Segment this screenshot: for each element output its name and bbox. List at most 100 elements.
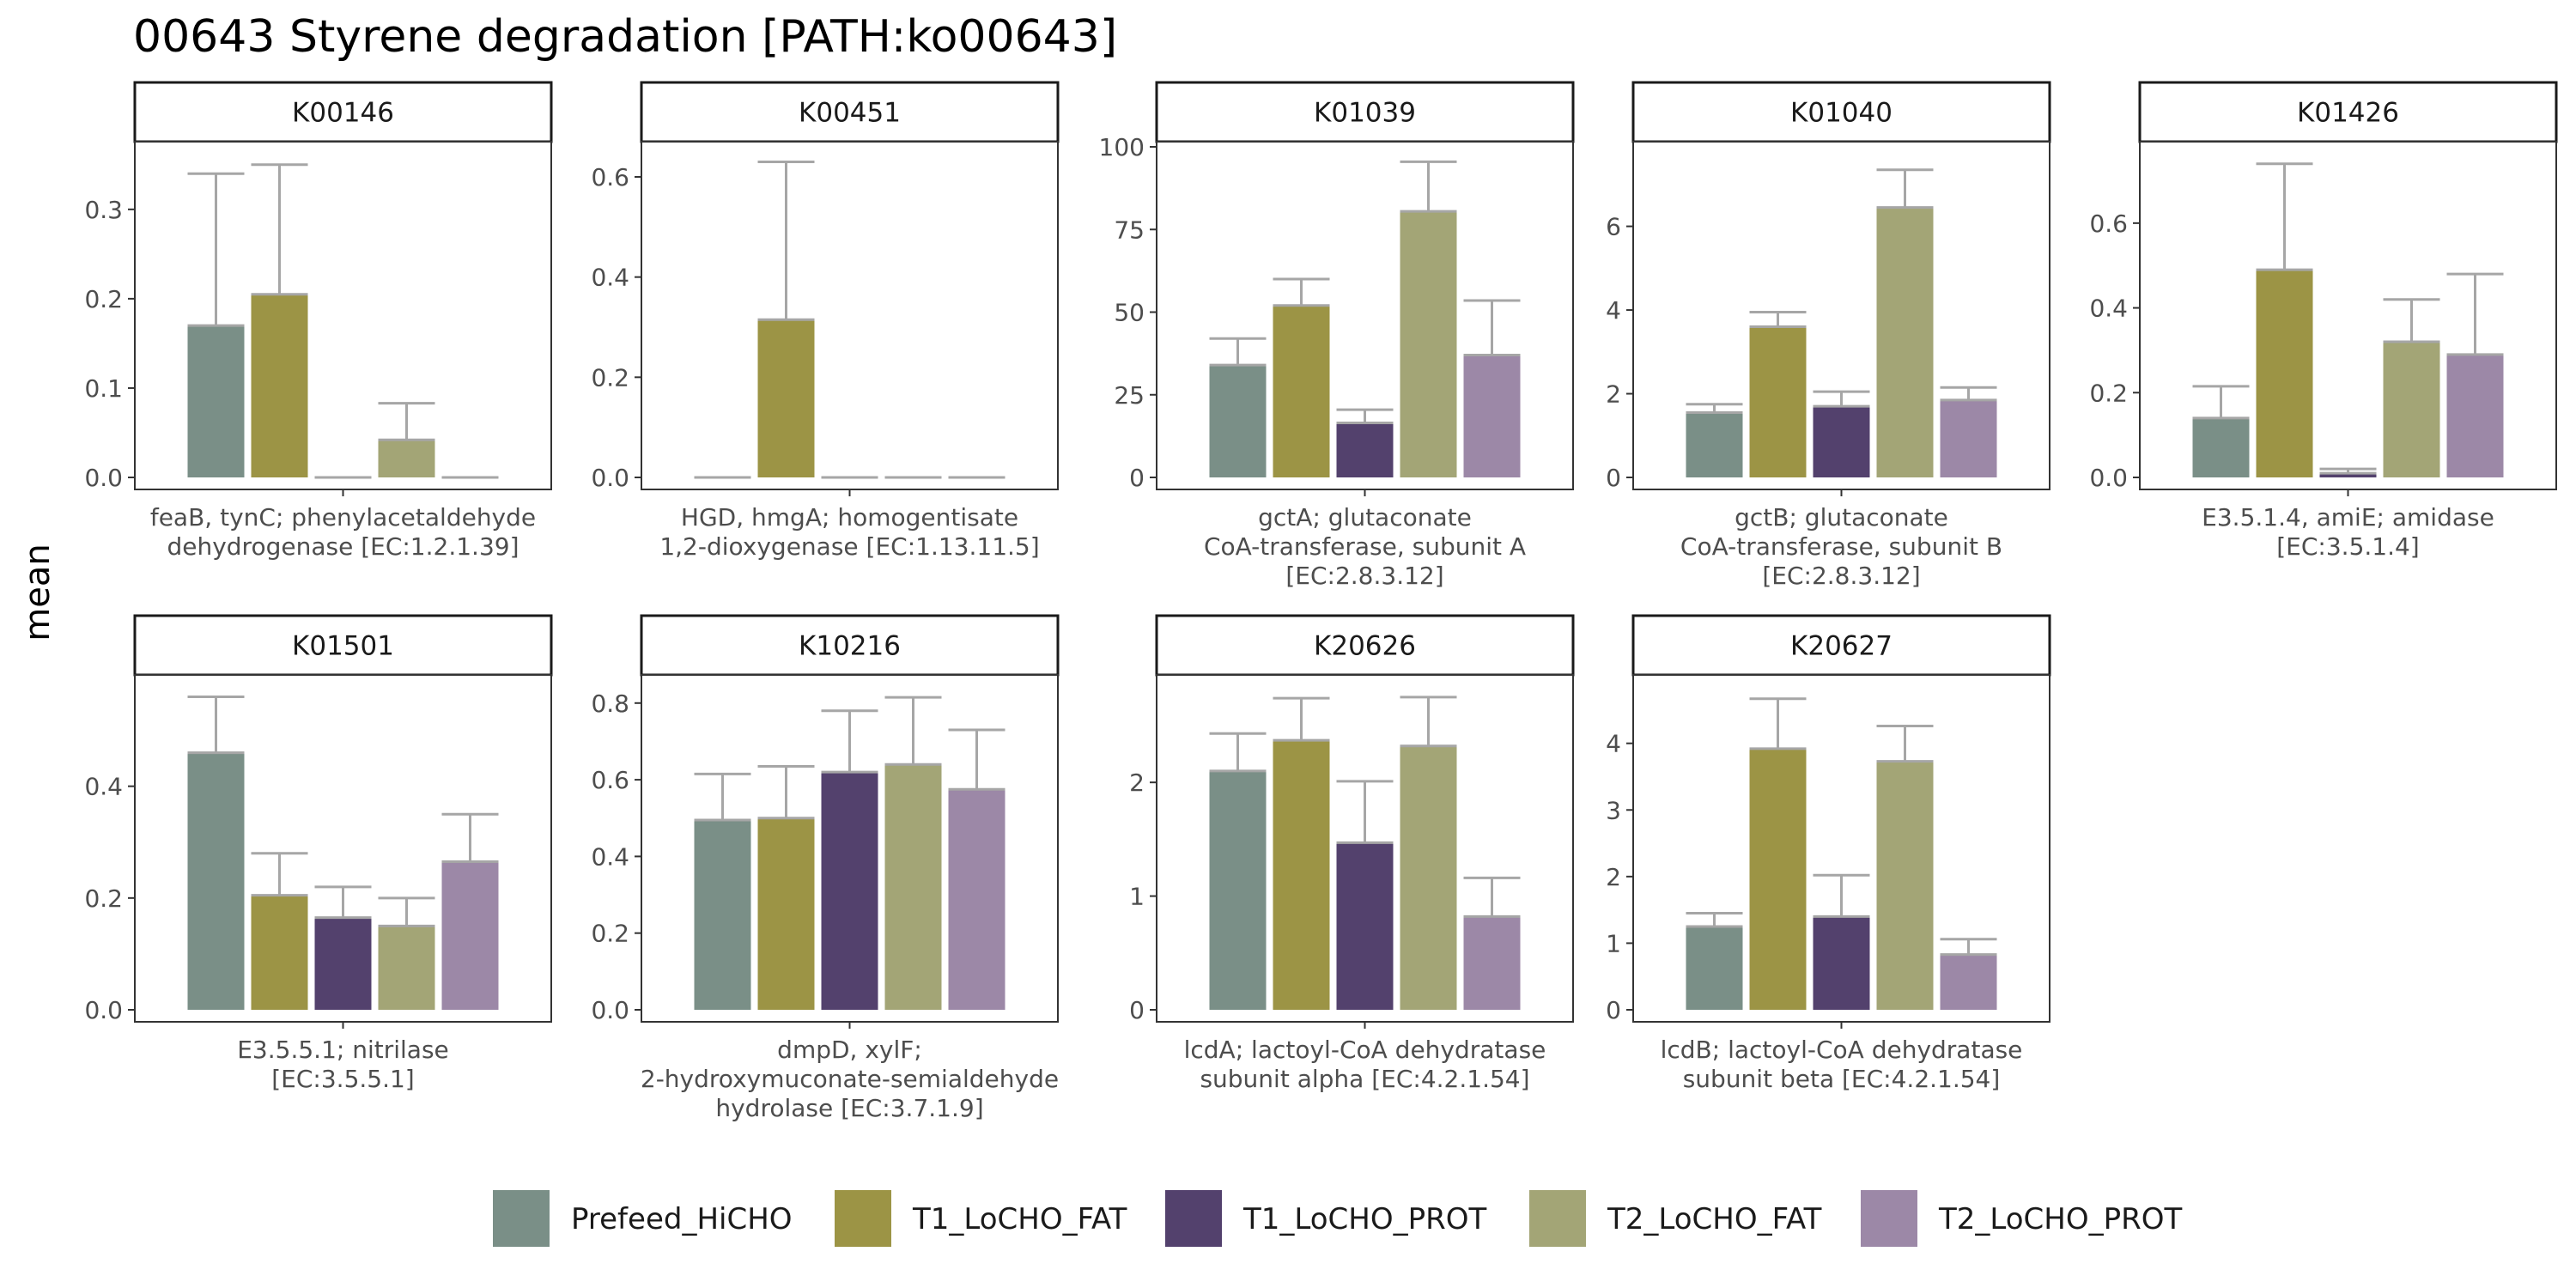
bar-prefeed-hicho bbox=[694, 819, 751, 1010]
y-tick-label: 0 bbox=[1606, 464, 1621, 492]
y-tick-label: 0.2 bbox=[591, 363, 629, 392]
bar-t2-locho-fat bbox=[1876, 207, 1934, 477]
y-tick-label: 2 bbox=[1606, 380, 1621, 409]
y-tick-label: 0.3 bbox=[84, 196, 123, 224]
y-tick-label: 0.6 bbox=[591, 163, 629, 191]
panel-strip bbox=[2138, 81, 2558, 143]
panel-frame bbox=[641, 141, 1059, 490]
x-axis-label: CoA-transferase, subunit A bbox=[1204, 532, 1526, 561]
bar-t2-locho-fat bbox=[1876, 761, 1934, 1010]
panel-strip bbox=[133, 81, 553, 143]
panel-strip-label: K10216 bbox=[799, 631, 901, 662]
x-axis-label: CoA-transferase, subunit B bbox=[1680, 532, 2002, 561]
panel-k00146: K00146 0.0 0.1 0.2 0.3 feaB, tynC; phenylacet… bbox=[84, 81, 553, 561]
y-tick-label: 4 bbox=[1606, 296, 1621, 325]
bar-t1-locho-fat bbox=[1273, 305, 1330, 477]
y-tick-label: 0.0 bbox=[591, 464, 629, 492]
panels-layer: K00146 0.0 0.1 0.2 0.3 feaB, tynC; phenylacet… bbox=[84, 81, 2558, 1122]
bar-t1-locho-fat bbox=[251, 294, 308, 477]
y-tick-label: 0.4 bbox=[591, 264, 629, 292]
bar-prefeed-hicho bbox=[1686, 927, 1743, 1010]
x-axis-label: hydrolase [EC:3.7.1.9] bbox=[715, 1094, 983, 1122]
bar-t2-locho-prot bbox=[2446, 354, 2504, 477]
y-tick-label: 4 bbox=[1606, 730, 1621, 758]
bar-t2-locho-fat bbox=[378, 440, 435, 477]
bar-t1-locho-prot bbox=[821, 772, 878, 1010]
legend-swatch bbox=[835, 1190, 891, 1247]
y-tick-label: 0.0 bbox=[84, 996, 123, 1024]
x-axis-label: E3.5.1.4, amiE; amidase bbox=[2202, 503, 2494, 532]
panel-strip bbox=[640, 614, 1060, 677]
bar-prefeed-hicho bbox=[1209, 365, 1267, 477]
x-axis-label: 1,2-dioxygenase [EC:1.13.11.5] bbox=[659, 532, 1039, 561]
x-axis-label: subunit alpha [EC:4.2.1.54] bbox=[1200, 1065, 1529, 1093]
y-tick-label: 2 bbox=[1129, 769, 1145, 797]
bar-t1-locho-prot bbox=[314, 917, 372, 1010]
bar-t2-locho-fat bbox=[378, 926, 435, 1010]
bar-t1-locho-fat bbox=[251, 895, 308, 1010]
bar-prefeed-hicho bbox=[1209, 770, 1267, 1010]
x-axis-label: feaB, tynC; phenylacetaldehyde bbox=[150, 503, 536, 532]
bar-t2-locho-fat bbox=[884, 764, 942, 1010]
panel-strip bbox=[1631, 81, 2051, 143]
x-axis-label: subunit beta [EC:4.2.1.54] bbox=[1683, 1065, 2001, 1093]
panel-k20627: K20627 0 1 2 3 4 lcdB; lactoyl-CoA dehydratase… bbox=[1606, 614, 2051, 1093]
panel-strip-label: K20626 bbox=[1314, 631, 1416, 662]
legend-swatch bbox=[493, 1190, 550, 1247]
panel-k20626: K20626 0 1 2 lcdA; lactoyl-CoA dehydratasesu… bbox=[1129, 614, 1575, 1093]
bar-t1-locho-prot bbox=[1813, 406, 1870, 477]
x-axis-label: [EC:2.8.3.12] bbox=[1285, 562, 1443, 590]
y-tick-label: 0.2 bbox=[84, 285, 123, 313]
bar-t2-locho-prot bbox=[1940, 399, 1997, 477]
x-axis-label: [EC:3.5.1.4] bbox=[2276, 532, 2419, 561]
x-axis-label: gctB; glutaconate bbox=[1735, 503, 1948, 532]
bar-t1-locho-fat bbox=[1749, 748, 1807, 1010]
panel-k01426: K01426 0.0 0.2 0.4 0.6 E3.5.1.4, amiE; amidas… bbox=[2089, 81, 2558, 561]
bar-t1-locho-prot bbox=[2319, 473, 2377, 477]
legend-swatch bbox=[1861, 1190, 1917, 1247]
y-tick-label: 0.2 bbox=[2089, 379, 2128, 407]
y-tick-label: 0 bbox=[1606, 996, 1621, 1024]
bar-t1-locho-prot bbox=[1813, 916, 1870, 1010]
legend: Prefeed_HiCHO T1_LoCHO_FAT T1_LoCHO_PROT T2… bbox=[493, 1190, 2183, 1247]
y-axis-label: mean bbox=[18, 544, 58, 641]
chart-title: 00643 Styrene degradation [PATH:ko00643] bbox=[133, 11, 1117, 63]
y-tick-label: 6 bbox=[1606, 213, 1621, 241]
panel-strip-label: K00451 bbox=[799, 98, 901, 129]
panel-k01040: K01040 0 2 4 6 gctB; glutaconateCoA-transfera… bbox=[1606, 81, 2051, 590]
y-tick-label: 0.0 bbox=[2089, 464, 2128, 492]
x-axis-label: HGD, hmgA; homogentisate bbox=[681, 503, 1018, 532]
panel-strip-label: K01040 bbox=[1790, 98, 1893, 129]
panel-k01501: K01501 0.0 0.2 0.4 E3.5.5.1; nitrilase[EC:3.… bbox=[84, 614, 553, 1093]
x-axis-label: [EC:3.5.5.1] bbox=[271, 1065, 414, 1093]
bar-t1-locho-fat bbox=[1749, 326, 1807, 477]
bar-prefeed-hicho bbox=[187, 325, 245, 477]
y-tick-label: 0.0 bbox=[84, 464, 123, 492]
x-axis-label: [EC:2.8.3.12] bbox=[1762, 562, 1920, 590]
y-tick-label: 0.0 bbox=[591, 996, 629, 1024]
y-tick-label: 1 bbox=[1606, 929, 1621, 957]
y-tick-label: 100 bbox=[1099, 133, 1145, 161]
y-tick-label: 0.1 bbox=[84, 374, 123, 403]
y-tick-label: 0.6 bbox=[591, 766, 629, 794]
panel-strip bbox=[1631, 614, 2051, 677]
x-axis-label: 2-hydroxymuconate-semialdehyde bbox=[641, 1065, 1059, 1093]
panel-strip-label: K20627 bbox=[1790, 631, 1893, 662]
y-tick-label: 50 bbox=[1114, 299, 1145, 327]
x-axis-label: lcdB; lactoyl-CoA dehydratase bbox=[1661, 1036, 2023, 1064]
y-tick-label: 0.4 bbox=[2089, 295, 2128, 323]
x-axis-label: dehydrogenase [EC:1.2.1.39] bbox=[167, 532, 519, 561]
bar-t2-locho-prot bbox=[441, 861, 499, 1010]
panel-k01039: K01039 0 25 50 75 100 gctA; glutaconateCoA-tra… bbox=[1099, 81, 1575, 590]
y-tick-label: 0.8 bbox=[591, 690, 629, 718]
bar-t2-locho-prot bbox=[1463, 355, 1521, 477]
bar-prefeed-hicho bbox=[187, 752, 245, 1010]
legend-swatch bbox=[1529, 1190, 1586, 1247]
legend-label: Prefeed_HiCHO bbox=[571, 1202, 793, 1236]
bar-t2-locho-prot bbox=[948, 789, 1005, 1010]
bar-t1-locho-prot bbox=[1336, 422, 1394, 477]
bar-t1-locho-prot bbox=[1336, 842, 1394, 1010]
bar-t2-locho-fat bbox=[2383, 342, 2440, 477]
bar-t2-locho-prot bbox=[1940, 954, 1997, 1010]
